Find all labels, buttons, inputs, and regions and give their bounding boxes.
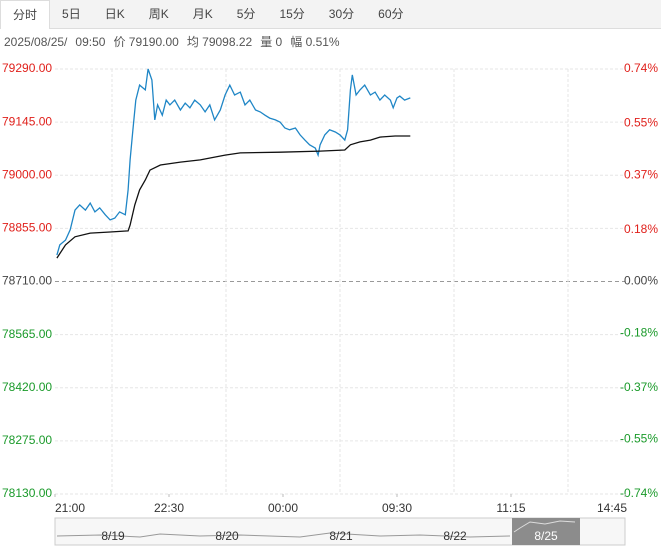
tab[interactable]: 日K [104, 7, 125, 21]
tab[interactable]: 60分 [378, 7, 404, 21]
y2-tick-label: -0.55% [620, 432, 658, 446]
info-field: 均 79098.22 [186, 35, 253, 49]
tab[interactable]: 分时 [0, 0, 51, 29]
y-tick-label: 78565.00 [2, 327, 52, 341]
y2-tick-label: 0.37% [624, 167, 658, 181]
y-tick-label: 79145.00 [2, 114, 52, 128]
y-tick-label: 78710.00 [2, 274, 52, 288]
x-tick-label: 09:30 [382, 501, 412, 515]
y2-tick-label: -0.18% [620, 325, 658, 339]
tab[interactable]: 30分 [328, 7, 355, 21]
tab[interactable]: 5日 [62, 7, 81, 21]
tab[interactable]: 15分 [279, 7, 305, 21]
y2-tick-label: 0.00% [624, 274, 658, 288]
navigator-label: 8/20 [215, 529, 239, 543]
info-field: 幅 0.51% [290, 35, 340, 49]
tab[interactable]: 5分 [236, 7, 256, 21]
info-field: 量 0 [260, 35, 283, 49]
navigator-line [56, 532, 511, 538]
navigator-line [513, 520, 576, 533]
y-tick-label: 78420.00 [2, 380, 52, 394]
y2-tick-label: -0.37% [620, 380, 658, 394]
y-tick-label: 78855.00 [2, 221, 52, 235]
info-field: 09:50 [75, 35, 106, 49]
x-tick-label: 00:00 [268, 501, 298, 515]
navigator-label: 8/19 [101, 529, 125, 543]
y-tick-label: 79000.00 [2, 167, 52, 181]
info-field: 2025/08/25/ [4, 35, 68, 49]
x-tick-label: 11:15 [496, 501, 525, 515]
y2-tick-label: -0.74% [620, 486, 658, 500]
y2-tick-label: 0.74% [624, 61, 658, 75]
tab[interactable]: 周K [148, 7, 169, 21]
info-line: 2025/08/25/09:50 价 79190.00 均 79098.22 量 0 幅… [4, 33, 348, 50]
x-tick-label: 21:00 [55, 501, 85, 515]
x-tick-label: 22:30 [154, 501, 184, 515]
x-tick-label: 14:45 [597, 501, 627, 515]
price-line [56, 68, 411, 256]
navigator-label: 8/21 [329, 529, 353, 543]
navigator-label: 8/22 [443, 529, 467, 543]
y-tick-label: 79290.00 [2, 61, 52, 75]
y2-tick-label: 0.18% [624, 222, 658, 236]
price-line [56, 135, 411, 259]
y2-tick-label: 0.55% [624, 116, 658, 130]
tab[interactable]: 月K [192, 7, 213, 21]
navigator-selection [512, 518, 580, 545]
tab-bar: 分时 5日 日K 周K 月K 5分 15分 30分 60分 [0, 0, 661, 29]
navigator-label: 8/25 [534, 529, 558, 543]
info-field: 价 79190.00 [113, 35, 179, 49]
y-tick-label: 78275.00 [2, 433, 52, 447]
y-tick-label: 78130.00 [2, 486, 52, 500]
